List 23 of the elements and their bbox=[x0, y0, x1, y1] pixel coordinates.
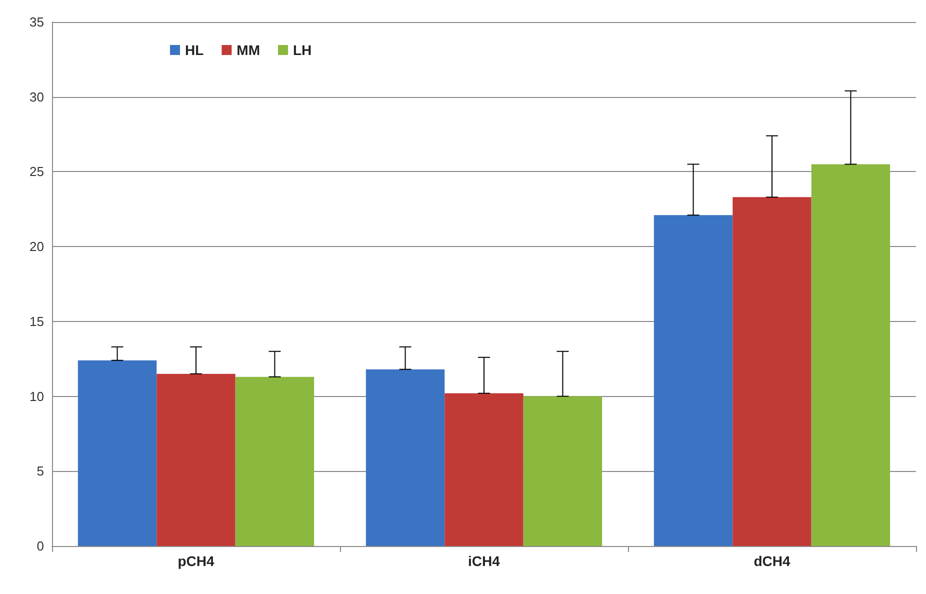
y-tick-label: 15 bbox=[30, 314, 44, 329]
y-tick-label: 30 bbox=[30, 89, 44, 104]
y-tick-label: 25 bbox=[30, 164, 44, 180]
legend-label: HL bbox=[185, 42, 204, 58]
y-tick-label: 5 bbox=[36, 464, 44, 479]
bar bbox=[523, 396, 602, 546]
bar bbox=[654, 215, 733, 546]
bar bbox=[444, 393, 524, 546]
bar bbox=[732, 197, 812, 546]
y-tick-label: 10 bbox=[30, 388, 44, 404]
x-tick-label: pCH4 bbox=[178, 553, 214, 569]
legend-label: LH bbox=[292, 42, 312, 58]
bar bbox=[156, 374, 236, 546]
y-tick-label: 20 bbox=[30, 239, 44, 254]
x-tick-label: iCH4 bbox=[468, 553, 500, 569]
bar bbox=[235, 376, 314, 546]
y-tick-label: 0 bbox=[36, 538, 44, 554]
y-tick-label: 35 bbox=[30, 14, 44, 30]
bar bbox=[78, 360, 157, 546]
legend-label: MM bbox=[236, 42, 260, 58]
bar bbox=[811, 164, 890, 546]
x-tick-label: dCH4 bbox=[754, 553, 790, 569]
bar bbox=[366, 369, 445, 546]
